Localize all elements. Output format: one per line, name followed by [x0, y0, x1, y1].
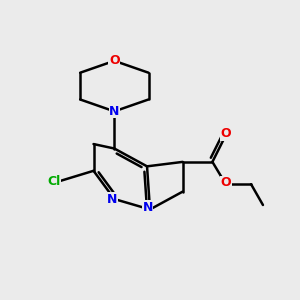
Text: N: N — [109, 105, 119, 118]
Text: N: N — [142, 201, 153, 214]
Text: O: O — [220, 127, 231, 140]
Text: O: O — [220, 176, 231, 189]
Text: Cl: Cl — [47, 175, 61, 188]
Text: O: O — [109, 54, 120, 67]
Text: N: N — [107, 193, 117, 206]
